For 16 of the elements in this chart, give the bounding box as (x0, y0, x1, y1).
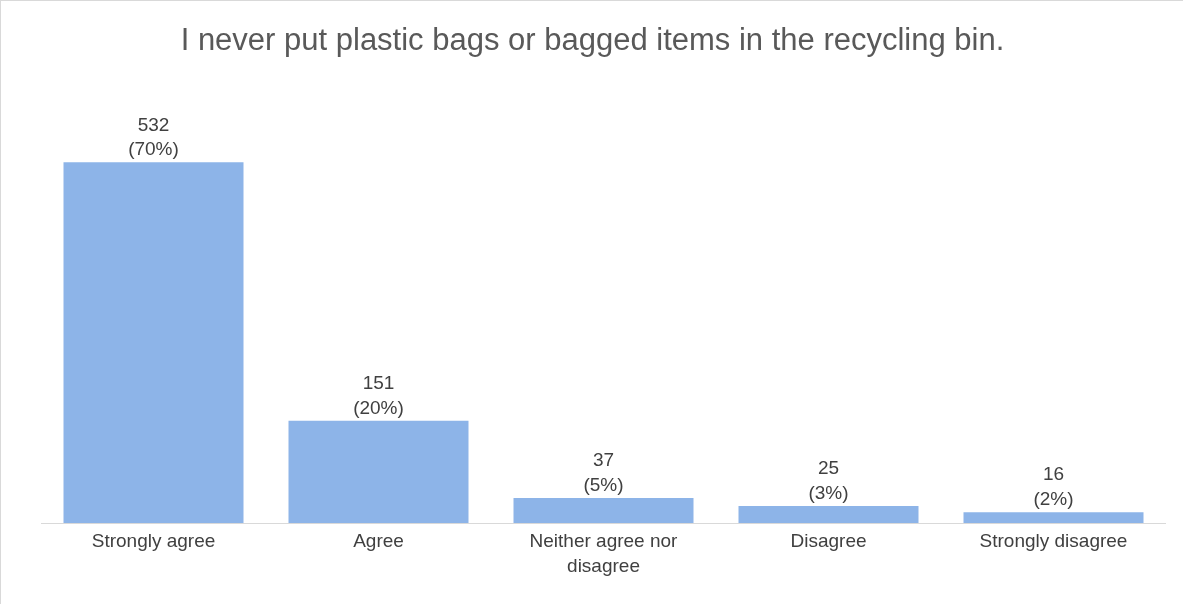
x-tick-label: Strongly agree (91, 529, 216, 551)
bar (738, 506, 919, 523)
data-label: 16 (2%) (1033, 463, 1074, 510)
bar (513, 497, 694, 523)
x-tick-label: Neither agree nor disagree (529, 529, 679, 576)
data-label: 37 (5%) (583, 449, 624, 495)
data-label: 151 (20%) (353, 371, 404, 418)
x-tick-label: Disagree (790, 529, 867, 551)
chart-title: I never put plastic bags or bagged items in the recycling bin. (180, 21, 1005, 57)
data-label: 25 (3%) (808, 457, 849, 504)
data-label: 532 (70%) (128, 113, 179, 160)
bar (63, 162, 244, 523)
bar (963, 512, 1144, 523)
x-tick-label: Agree (353, 529, 404, 551)
x-tick-label: Strongly disagree (979, 529, 1128, 551)
bar (288, 420, 469, 523)
